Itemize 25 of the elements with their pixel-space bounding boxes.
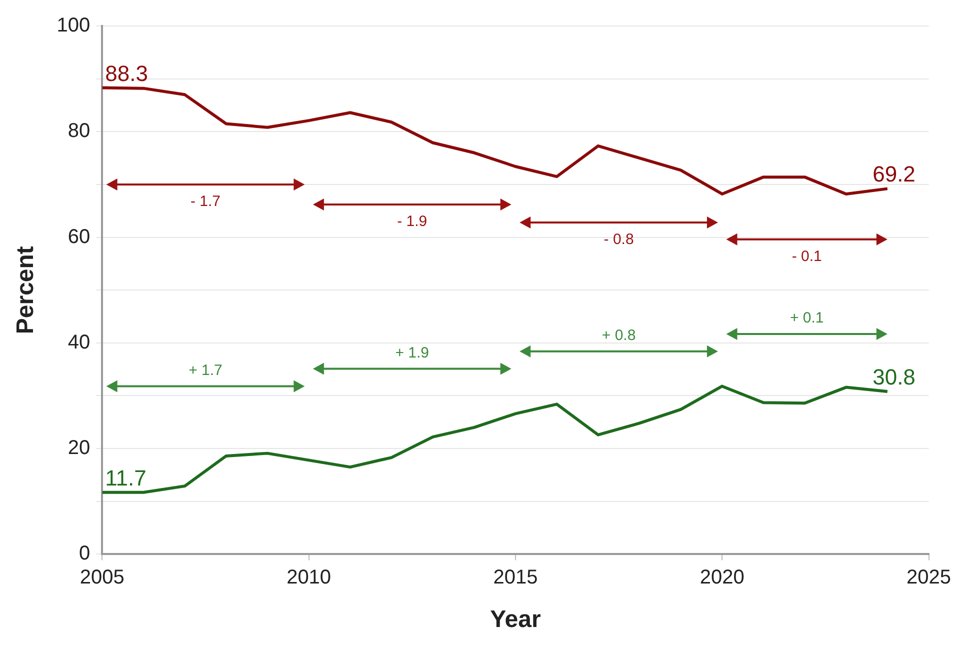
x-axis-title: Year	[490, 606, 541, 634]
annotation: - 0.8	[604, 231, 634, 248]
x-tick-label: 2015	[493, 566, 538, 589]
annotation: + 0.1	[790, 310, 824, 327]
annotation: - 0.1	[792, 248, 822, 266]
data-label: 11.7	[105, 465, 146, 490]
x-tick-label: 2010	[286, 566, 332, 589]
y-tick-label: 20	[68, 437, 90, 460]
x-tick-label: 2005	[80, 566, 124, 589]
y-tick-label: 0	[79, 542, 90, 565]
annotation: - 1.9	[397, 213, 428, 230]
y-tick-label: 40	[68, 331, 90, 354]
annotation: + 1.7	[188, 362, 222, 379]
x-tick-label: 2020	[700, 566, 744, 589]
data-label: 69.2	[872, 162, 916, 187]
y-tick-label: 100	[56, 14, 90, 37]
annotation: + 1.9	[395, 344, 430, 362]
y-tick-label: 80	[68, 120, 90, 142]
data-label: 88.3	[105, 60, 148, 86]
y-tick-label: 60	[68, 226, 90, 248]
annotation: + 0.8	[602, 327, 636, 344]
annotation: - 1.7	[190, 193, 220, 210]
y-axis-title: Percent	[12, 246, 40, 334]
data-label: 30.8	[872, 364, 916, 390]
x-tick-label: 2025	[906, 566, 952, 589]
